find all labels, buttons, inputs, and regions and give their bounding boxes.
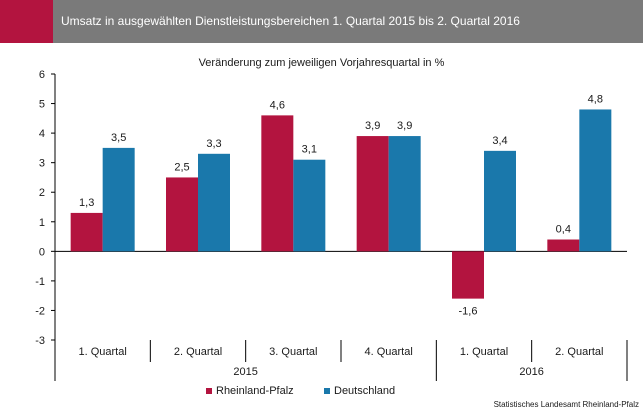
data-label: 1,3	[79, 197, 94, 209]
category-label: 4. Quartal	[365, 346, 413, 358]
bar-rheinland-pfalz	[547, 239, 580, 252]
bar-deutschland	[198, 153, 230, 252]
legend-label-rheinland-pfalz: Rheinland-Pfalz	[216, 385, 294, 397]
year-label: 2016	[519, 366, 543, 378]
bar-deutschland	[484, 150, 516, 252]
data-label: 4,8	[588, 93, 603, 105]
bar-rheinland-pfalz	[70, 212, 103, 252]
category-label: 1. Quartal	[79, 346, 127, 358]
bar-deutschland	[579, 109, 612, 252]
y-tick-label: 0	[39, 246, 45, 258]
bar-rheinland-pfalz	[356, 136, 389, 252]
bar-rheinland-pfalz	[261, 115, 294, 252]
bar-rheinland-pfalz	[452, 251, 484, 299]
data-label: 2,5	[174, 161, 189, 173]
header-band	[53, 0, 643, 43]
y-tick-label: 5	[39, 99, 45, 111]
bar-deutschland	[102, 147, 135, 252]
y-tick-label: 6	[39, 69, 45, 81]
chart-title: Umsatz in ausgewählten Dienstleistungsbe…	[61, 14, 520, 28]
y-tick-label: -1	[35, 276, 45, 288]
y-tick-label: 2	[39, 187, 45, 199]
category-label: 1. Quartal	[460, 346, 508, 358]
category-label: 3. Quartal	[269, 346, 317, 358]
data-label: -1,6	[459, 306, 478, 318]
y-tick-label: 3	[39, 158, 45, 170]
bar-rheinland-pfalz	[166, 177, 198, 252]
y-tick-label: 1	[39, 217, 45, 229]
legend-swatch-rheinland-pfalz	[206, 388, 212, 394]
y-tick-label: 4	[39, 128, 45, 140]
category-label: 2. Quartal	[174, 346, 222, 358]
data-label: 3,1	[302, 144, 317, 156]
data-label: 3,9	[365, 120, 380, 132]
data-label: 3,3	[206, 138, 221, 150]
legend-label-deutschland: Deutschland	[334, 385, 396, 397]
data-label: 3,5	[111, 132, 126, 144]
year-label: 2015	[233, 366, 257, 378]
source-note: Statistisches Landesamt Rheinland-Pfalz	[493, 400, 639, 409]
bar-deutschland	[388, 136, 421, 252]
category-label: 2. Quartal	[555, 346, 603, 358]
data-label: 0,4	[556, 224, 571, 236]
data-label: 3,4	[492, 135, 507, 147]
data-label: 4,6	[270, 99, 285, 111]
legend-swatch-deutschland	[324, 388, 330, 394]
y-tick-label: -3	[35, 335, 45, 347]
y-tick-label: -2	[35, 305, 45, 317]
header-accent-block	[0, 0, 53, 43]
bar-deutschland	[293, 159, 326, 252]
chart-subtitle: Veränderung zum jeweiligen Vorjahresquar…	[198, 57, 445, 69]
data-label: 3,9	[397, 120, 412, 132]
